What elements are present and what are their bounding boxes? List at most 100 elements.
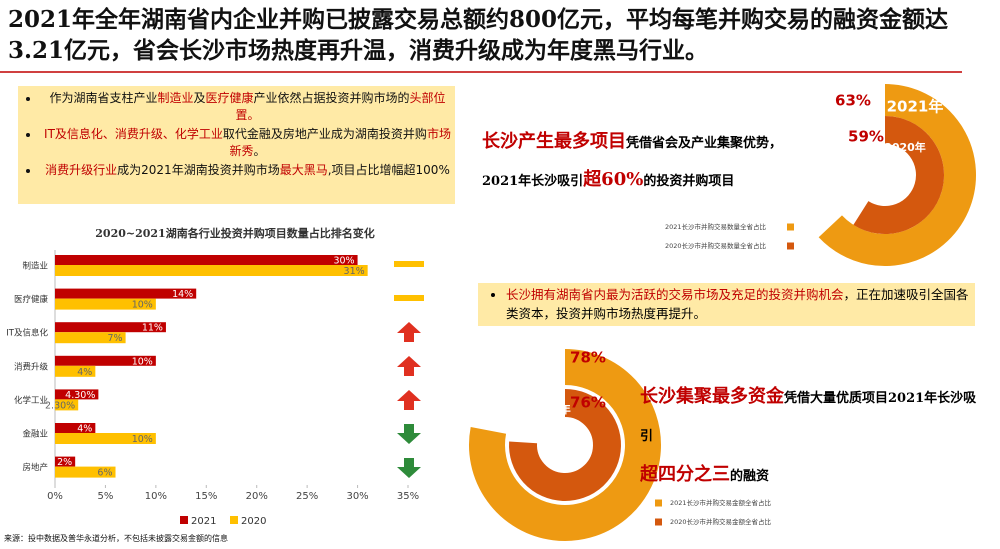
legend-swatch (655, 499, 662, 507)
x-tick-label: 20% (246, 491, 268, 502)
text-run: 及 (193, 91, 206, 105)
x-tick-label: 25% (296, 491, 318, 502)
up-arrow (397, 390, 421, 410)
text-run: 凭借大量优质项目2021年长沙吸引 (640, 391, 977, 444)
x-tick-label: 0% (47, 491, 63, 502)
value-label: 4% (77, 424, 92, 435)
up-arrow (397, 322, 421, 342)
category-label: 制造业 (22, 261, 48, 272)
up-arrow (397, 356, 421, 376)
donut-arc (509, 389, 621, 501)
text-run: 。 (253, 144, 266, 158)
funds-callout: 长沙集聚最多资金凭借大量优质项目2021年长沙吸引 超四分之三的融资 (640, 378, 980, 496)
bullet: 长沙拥有湖南省内最为活跃的交易市场及充足的投资并购机会，正在加速吸引全国各类资本… (506, 285, 975, 323)
value-label: 4% (77, 367, 92, 378)
text-run: 2021年长沙吸引 (482, 174, 584, 189)
bar (55, 355, 156, 366)
bar (55, 456, 76, 467)
donut-arc (853, 116, 944, 234)
chart-title: 2020~2021湖南各行业投资并购项目数量占比排名变化 (95, 226, 374, 240)
text-run: 的融资 (730, 469, 770, 484)
projects-callout: 长沙产生最多项目凭借省会及产业集聚优势， 2021年长沙吸引超60%的投资并购项目 (482, 124, 832, 200)
legend-swatch (787, 223, 794, 231)
text-run: 长沙集聚最多资金 (640, 386, 784, 407)
ring-label: 2020年 (529, 402, 571, 416)
text-run: 长沙拥有湖南省内最为活跃的交易市场及充足的投资并购机会 (506, 287, 844, 302)
down-arrow (397, 458, 421, 478)
text-run: 最大黑马 (279, 163, 328, 177)
ring-label: 2021年 (887, 98, 944, 116)
bar (55, 322, 166, 333)
text-run: 凭借省会及产业集聚优势， (626, 136, 783, 151)
x-tick-label: 15% (195, 491, 217, 502)
bullet: 消费升级行业成为2021年湖南投资并购市场最大黑马,项目占比增幅超100% (40, 162, 455, 179)
category-label: IT及信息化 (6, 328, 48, 339)
legend-label: 2020 (241, 516, 266, 527)
value-label: 2% (57, 457, 72, 468)
flat-marker (394, 295, 424, 301)
text-run: ，正在加速吸引全国各类资本，投资并购市场热度再提升。 (506, 287, 969, 321)
down-arrow (397, 424, 421, 444)
donut-arc (469, 349, 661, 541)
category-label: 消费升级 (14, 361, 49, 372)
bar (55, 433, 156, 444)
value-label: 4.30% (65, 390, 95, 401)
value-label: 31% (344, 266, 365, 277)
text-run: 作为湖南省支柱产业 (49, 91, 158, 105)
value-label: 63% (835, 92, 871, 110)
value-label: 76% (570, 394, 606, 412)
text-run: 取代金融及房地产业成为湖南投资并购 (222, 127, 427, 141)
text-run: 的投资并购项目 (643, 174, 735, 189)
value-label: 11% (142, 323, 163, 334)
bar (55, 298, 156, 310)
text-run: 市场新秀 (229, 127, 451, 158)
trend-arrows (394, 261, 424, 478)
value-label: 10% (132, 434, 153, 445)
legend-swatch (180, 516, 188, 524)
value-label: 7% (108, 333, 123, 344)
category-label: 化学工业 (14, 395, 48, 406)
bar (55, 389, 99, 400)
text-run: 医疗健康 (205, 91, 254, 105)
x-tick-label: 30% (346, 491, 368, 502)
flat-marker (394, 261, 424, 267)
legend-label: 2021长沙市并购交易数量全省占比 (665, 222, 767, 231)
bar (55, 423, 96, 433)
category-label: 医疗健康 (14, 294, 49, 305)
ring-label: 2021年 (507, 363, 564, 381)
bar (55, 288, 197, 299)
text-run: 长沙产生最多项目 (482, 131, 626, 152)
value-label: 14% (172, 289, 193, 300)
legend-swatch (655, 518, 662, 526)
source-note: 来源：投中数据及普华永道分析，不包括未披露交易金额的信息 (4, 534, 228, 543)
legend-swatch (787, 242, 794, 250)
category-label: 金融业 (22, 429, 48, 440)
bar (55, 399, 79, 411)
text-run: 成为2021年湖南投资并购市场 (117, 163, 280, 177)
slide-title: 2021年全年湖南省内企业并购已披露交易总额约800亿元，平均每笔并购交易的融资… (8, 6, 949, 64)
text-run: 头部位置。 (235, 91, 446, 122)
donut-arc (818, 84, 976, 266)
x-tick-label: 5% (97, 491, 113, 502)
bar (55, 255, 358, 265)
value-label: 10% (132, 300, 153, 311)
legend-label: 2020长沙市并购交易数量全省占比 (665, 241, 767, 250)
ring-label: 2020年 (884, 140, 926, 154)
bar (55, 332, 126, 344)
legend-label: 2020长沙市并购交易金额全省占比 (670, 517, 772, 526)
value-label: 10% (132, 356, 153, 367)
value-label: 30% (333, 256, 354, 267)
value-label: 6% (97, 468, 112, 479)
bullet: 作为湖南省支柱产业制造业及医疗健康产业依然占据投资并购市场的头部位置。 (40, 90, 455, 124)
legend-label: 2021 (191, 516, 216, 527)
text-run: 超60% (583, 169, 644, 190)
text-run: 产业依然占据投资并购市场的 (253, 91, 410, 105)
bar (55, 466, 116, 478)
bullet: IT及信息化、消费升级、化学工业取代金融及房地产业成为湖南投资并购市场新秀。 (40, 126, 455, 160)
key-points: 作为湖南省支柱产业制造业及医疗健康产业依然占据投资并购市场的头部位置。 IT及信… (18, 86, 455, 204)
legend-label: 2021长沙市并购交易金额全省占比 (670, 498, 772, 507)
x-tick-label: 10% (145, 491, 167, 502)
value-label: 78% (570, 349, 606, 367)
